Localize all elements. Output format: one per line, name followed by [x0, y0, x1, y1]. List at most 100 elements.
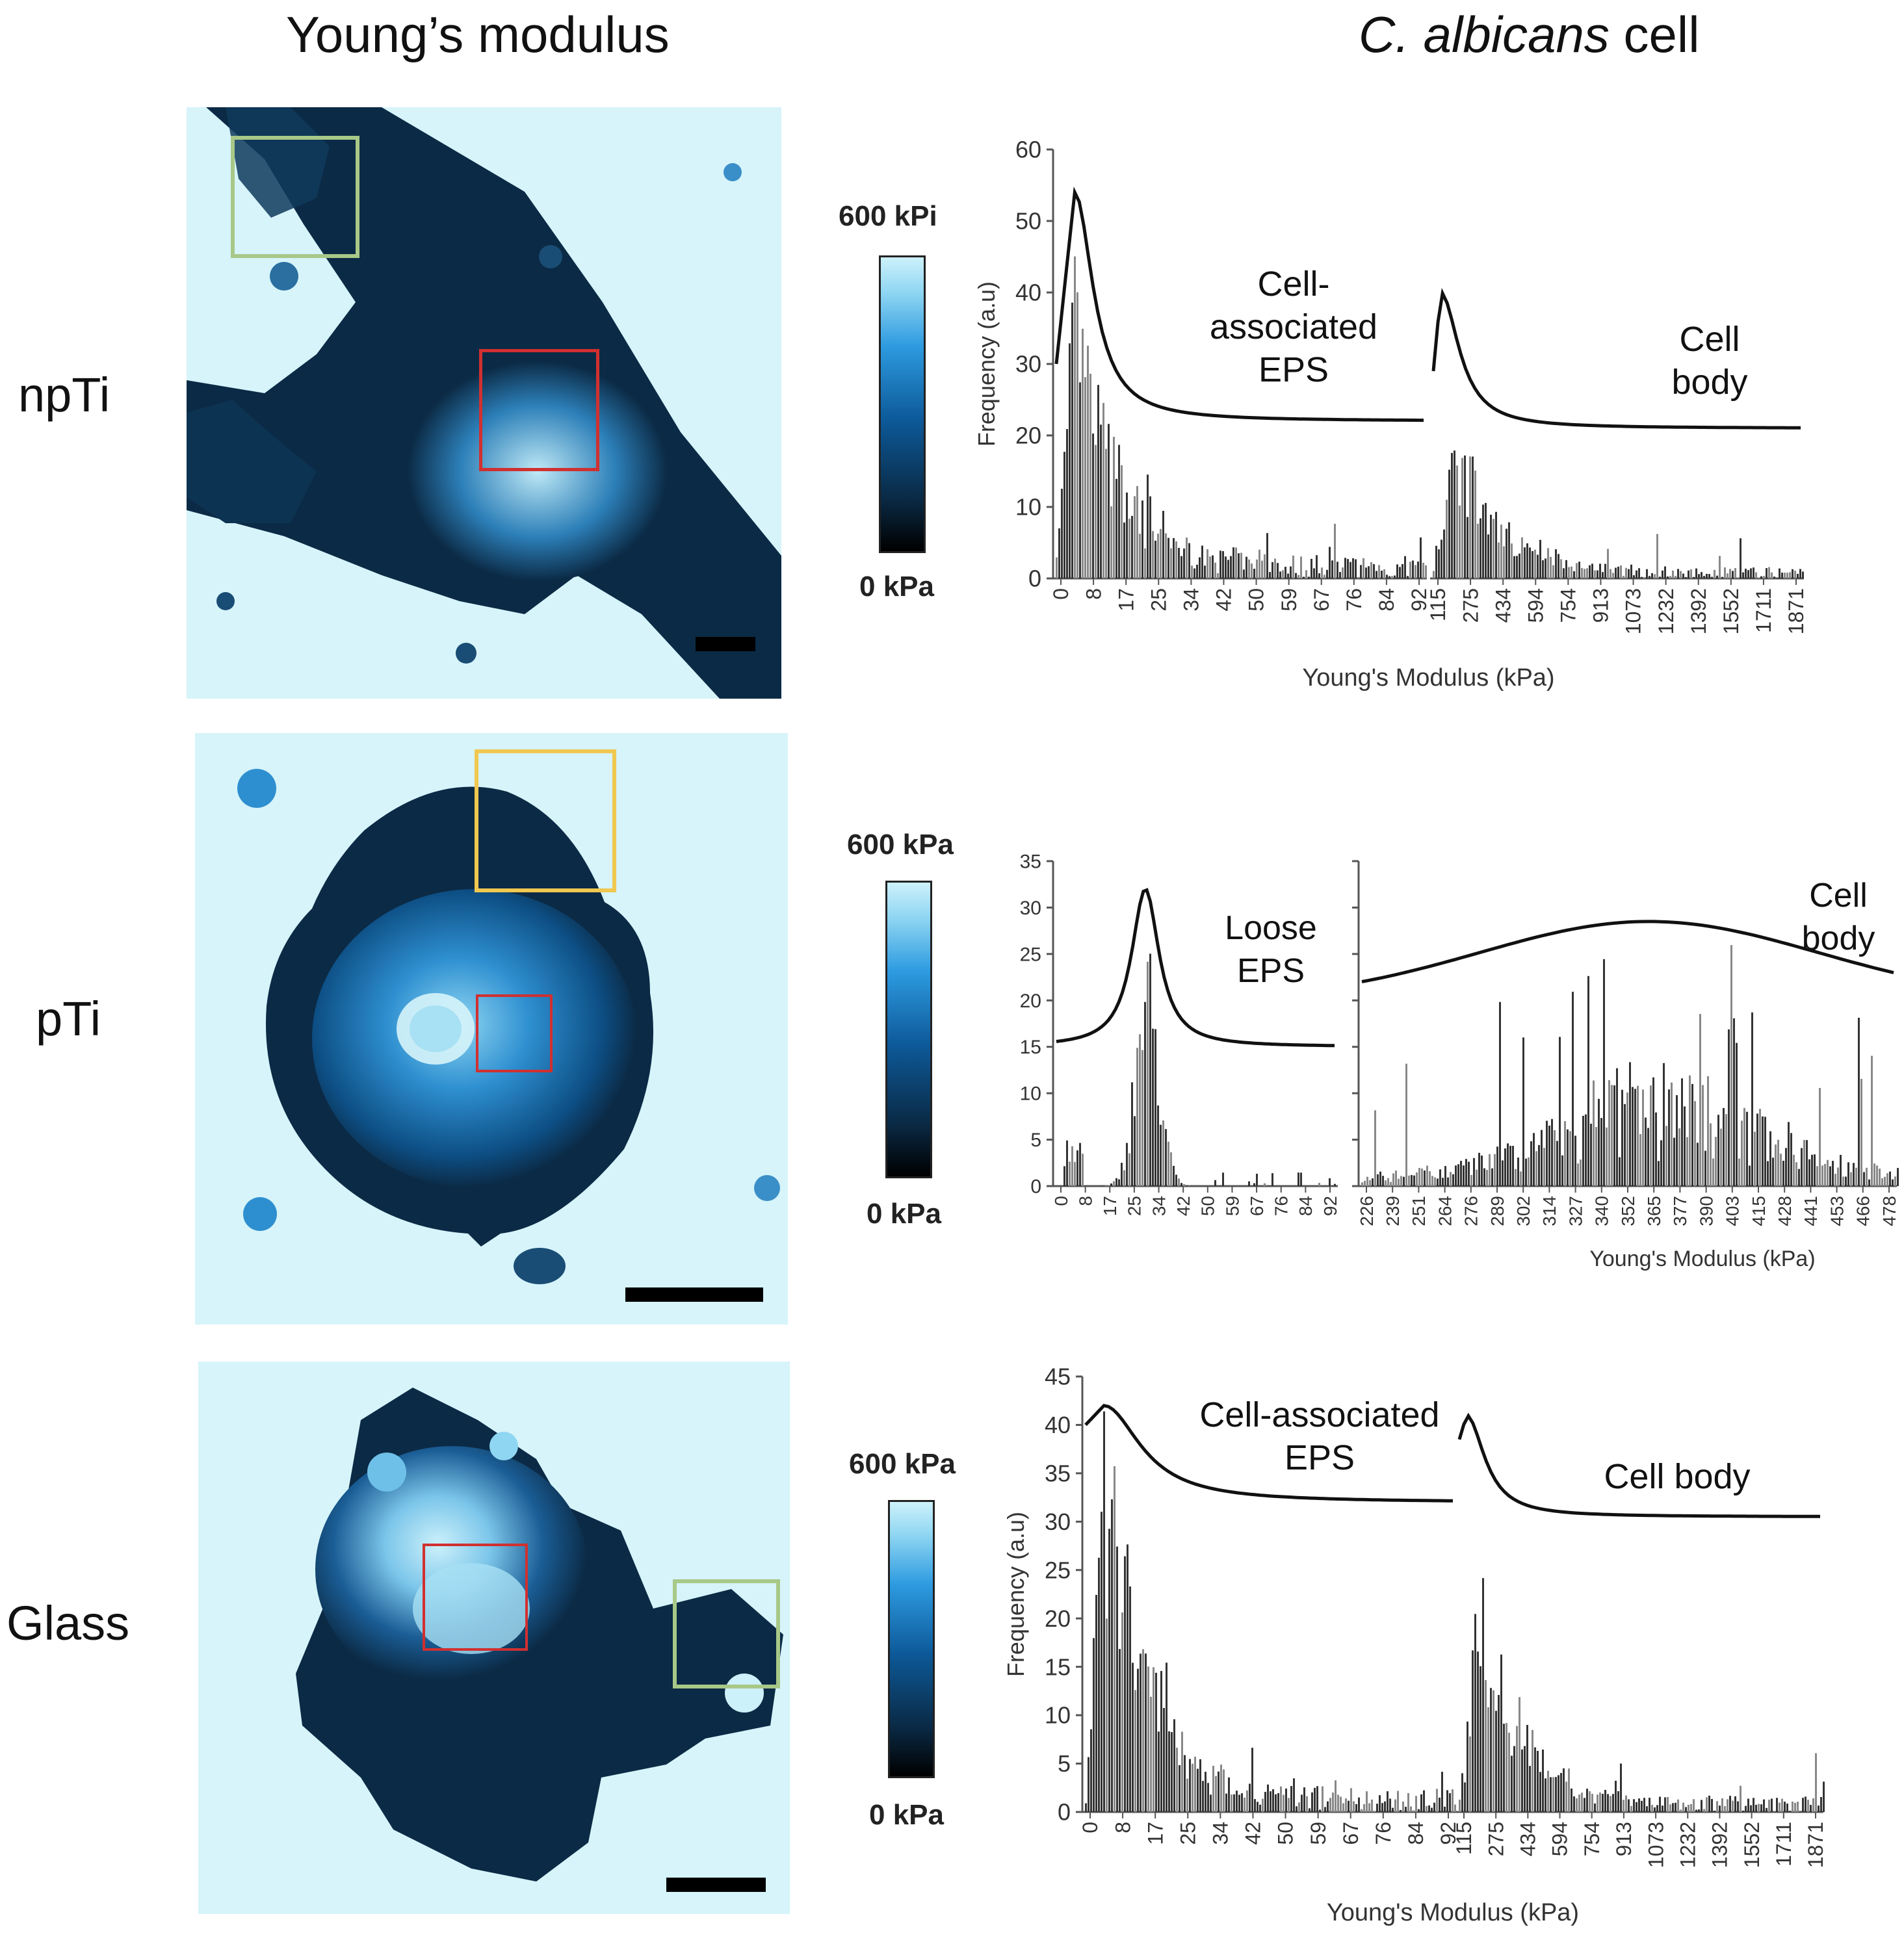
histogram-bar — [1361, 1809, 1363, 1812]
histogram-bar — [1157, 1105, 1159, 1186]
x-tick-label: 327 — [1565, 1196, 1585, 1226]
histogram-bar — [1082, 1154, 1084, 1186]
histogram-bar — [1519, 553, 1520, 578]
histogram-bar — [1418, 1809, 1420, 1812]
histogram-bar — [1682, 573, 1684, 578]
histogram-bar — [1522, 1037, 1524, 1186]
roi-green-glass — [673, 1579, 780, 1688]
histogram-bar — [1652, 1077, 1654, 1186]
histogram-bar — [1782, 1161, 1784, 1186]
histogram-bar — [1329, 1798, 1331, 1812]
colorbar-max-label-glass: 600 kPa — [849, 1448, 956, 1480]
histogram-bar — [1337, 1794, 1339, 1812]
histogram-bar — [1581, 567, 1583, 578]
histogram-bar — [1539, 1772, 1541, 1812]
histogram-bar — [1868, 1179, 1870, 1186]
histogram-bar — [1394, 575, 1396, 578]
histogram-bar — [1074, 256, 1076, 578]
histogram-bar — [1327, 1801, 1329, 1812]
histogram-bar — [1677, 1799, 1679, 1812]
histogram-bar — [1301, 1794, 1303, 1812]
histogram-bar — [1383, 569, 1385, 578]
histogram-bar — [1634, 1089, 1636, 1186]
histogram-bar — [1750, 568, 1752, 578]
histogram-bar — [1389, 1798, 1391, 1812]
histogram-bar — [1701, 1800, 1702, 1812]
histogram-bar — [1457, 1164, 1459, 1186]
histogram-bar — [1272, 562, 1273, 578]
histogram-bar — [1431, 1176, 1433, 1186]
histogram-bar — [1319, 1809, 1321, 1812]
histogram-bar — [1129, 1586, 1131, 1812]
histogram-bar — [1894, 1176, 1896, 1186]
histogram-bar — [1506, 1723, 1507, 1812]
x-axis-title: Young's Modulus (kPa) — [1302, 664, 1554, 692]
histogram-bar — [1189, 1759, 1191, 1812]
histogram-bar — [1464, 1782, 1466, 1812]
colorbar-glass — [888, 1500, 935, 1778]
histogram-bar — [1439, 1797, 1441, 1812]
histogram-bar — [1873, 1163, 1875, 1186]
histogram-bar — [1502, 1160, 1504, 1186]
histogram-bar — [1420, 537, 1422, 578]
histogram-bar — [1515, 1169, 1517, 1186]
histogram-bar — [1225, 556, 1227, 578]
histogram-bar — [1381, 1803, 1383, 1812]
histogram-bar — [1620, 565, 1622, 578]
histogram-bar — [1795, 1162, 1797, 1186]
histogram-bar — [1699, 1014, 1701, 1186]
histogram-bar — [1625, 567, 1627, 578]
histogram-bar — [1745, 1805, 1747, 1812]
histogram-bar — [1446, 1790, 1448, 1812]
histogram-bar — [1370, 562, 1372, 578]
y-tick-label: 20 — [1045, 1605, 1071, 1632]
histogram-bar — [1532, 1729, 1533, 1812]
histogram-bar — [1503, 1724, 1505, 1812]
histogram-bar — [1103, 1411, 1105, 1812]
segment-label: EPS — [1285, 1438, 1355, 1477]
histogram-bar — [1498, 1694, 1500, 1812]
histogram-bar — [1511, 543, 1513, 578]
histogram-bar — [1706, 573, 1708, 578]
species-name: C. albicans — [1359, 6, 1610, 63]
histogram-bar — [1470, 1174, 1472, 1186]
histogram-bar — [1558, 554, 1559, 578]
histogram-bar — [1769, 1131, 1771, 1186]
histogram-bar — [1136, 1048, 1138, 1186]
histogram-bar — [1771, 572, 1773, 578]
histogram-bar — [1493, 519, 1494, 578]
histogram-bar — [1463, 1165, 1465, 1186]
histogram-bar — [1779, 1802, 1780, 1812]
histogram-bar — [1636, 570, 1637, 578]
histogram-bar — [1431, 1807, 1433, 1812]
x-tick-label: 34 — [1180, 588, 1203, 612]
histogram-bar — [1074, 1161, 1076, 1186]
histogram-bar — [1879, 1169, 1881, 1186]
histogram-bar — [1366, 1176, 1368, 1186]
histogram-bar — [1597, 570, 1598, 578]
histogram-bar — [1214, 1180, 1216, 1186]
histogram-bar — [1368, 566, 1370, 578]
histogram-bar — [1529, 1766, 1531, 1812]
histogram-bar — [1773, 1811, 1775, 1812]
x-tick-label: 34 — [1209, 1822, 1232, 1845]
histogram-bar — [1645, 1117, 1647, 1186]
x-tick-label: 594 — [1548, 1822, 1572, 1856]
histogram-bar — [1772, 1158, 1774, 1186]
histogram-bar — [1742, 1810, 1744, 1812]
x-tick-label: 42 — [1242, 1822, 1265, 1845]
histogram-bar — [1358, 1797, 1360, 1812]
histogram-bar — [1442, 1178, 1444, 1186]
histogram-bar — [1532, 550, 1533, 578]
histogram-bar — [1617, 1791, 1619, 1812]
histogram-bar — [1543, 1148, 1545, 1186]
histogram-bar — [1633, 575, 1635, 578]
histogram-bar — [1443, 529, 1445, 578]
row-label-pti: pTi — [36, 992, 101, 1046]
histogram-bar — [1506, 528, 1507, 578]
y-tick-label: 25 — [1045, 1557, 1071, 1583]
histogram-bar — [1819, 1088, 1821, 1186]
histogram-bar — [1244, 1797, 1245, 1812]
histogram-bar — [1760, 1804, 1762, 1812]
